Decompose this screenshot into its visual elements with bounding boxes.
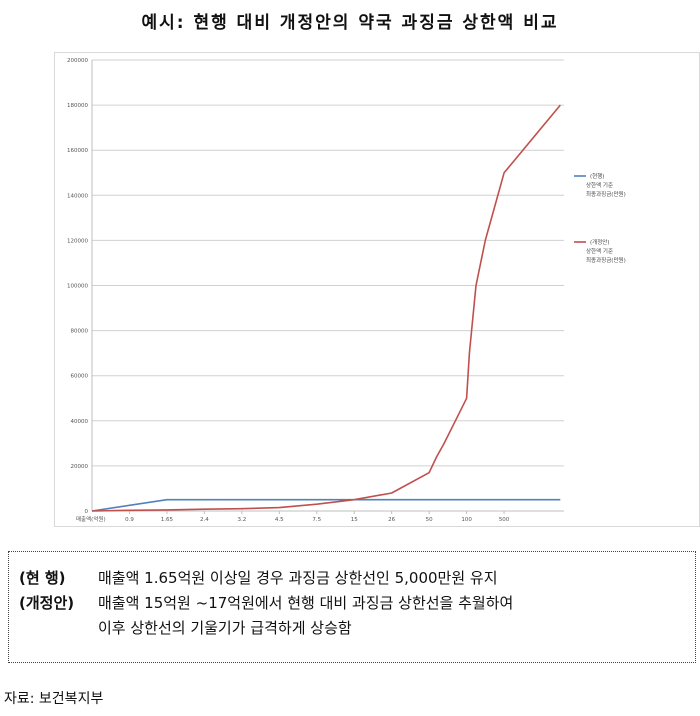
series-line-1 xyxy=(91,498,561,512)
legend-label-1: 최종과징금(만원) xyxy=(586,190,626,198)
y-tick-label: 120000 xyxy=(67,238,88,244)
note-text-revision: 매출액 15억원 ~17억원에서 현행 대비 과징금 상한선을 추월하여 xyxy=(98,594,514,612)
note-row-revision: (개정안) 매출액 15억원 ~17억원에서 현행 대비 과징금 상한선을 추월… xyxy=(19,591,685,616)
x-axis-title: 매출액(억원) xyxy=(76,515,106,523)
note-label-current: (현 행) xyxy=(19,569,66,587)
y-tick-label: 160000 xyxy=(67,148,88,154)
line-chart: 0 20000 40000 60000 80000 100000 120000 140000 1… xyxy=(67,58,626,523)
chart-frame xyxy=(54,52,700,527)
chart-title: 예시: 현행 대비 개정안의 약국 과징금 상한액 비교 xyxy=(141,13,559,33)
x-tick-label: 3.2 xyxy=(237,517,246,523)
y-tick-label: 20000 xyxy=(71,464,89,470)
x-tick-label: 50 xyxy=(426,517,433,523)
y-tick-label: 0 xyxy=(85,509,89,515)
x-tick-label: 2.4 xyxy=(200,517,209,523)
x-tick-label: 500 xyxy=(499,517,510,523)
y-tick-label: 200000 xyxy=(67,58,88,64)
source-note: 자료: 보건복지부 xyxy=(4,691,104,707)
legend-label-2: (개정안) xyxy=(590,238,609,246)
series-line-2 xyxy=(91,104,561,512)
x-tick-label: 1.65 xyxy=(161,517,174,523)
y-tick-label: 100000 xyxy=(67,284,88,290)
x-tick-label: 26 xyxy=(388,517,395,523)
x-tick-label: 100 xyxy=(461,517,472,523)
note-text-revision-cont: 이후 상한선의 기울기가 급격하게 상승함 xyxy=(98,619,352,637)
note-label-revision: (개정안) xyxy=(19,594,75,612)
legend-label-1: (현행) xyxy=(590,172,604,180)
y-tick-label: 40000 xyxy=(71,419,89,425)
note-row-current: (현 행) 매출액 1.65억원 이상일 경우 과징금 상한선인 5,000만원… xyxy=(19,566,685,591)
x-tick-label: 7.5 xyxy=(312,517,321,523)
note-row-revision-cont: 이후 상한선의 기울기가 급격하게 상승함 xyxy=(19,616,685,641)
y-tick-label: 140000 xyxy=(67,193,88,199)
y-tick-label: 60000 xyxy=(71,374,89,380)
x-tick-label: 0.9 xyxy=(125,517,134,523)
legend-label-1: 상한액 기준 xyxy=(586,181,613,189)
legend-label-2: 상한액 기준 xyxy=(586,247,613,255)
x-tick-label: 15 xyxy=(351,517,358,523)
legend-label-2: 최종과징금(만원) xyxy=(586,256,626,264)
y-tick-label: 80000 xyxy=(71,329,89,335)
x-tick-label: 4.5 xyxy=(275,517,284,523)
note-text-current: 매출액 1.65억원 이상일 경우 과징금 상한선인 5,000만원 유지 xyxy=(98,569,498,587)
note-box: (현 행) 매출액 1.65억원 이상일 경우 과징금 상한선인 5,000만원… xyxy=(8,551,696,663)
y-tick-label: 180000 xyxy=(67,103,88,109)
